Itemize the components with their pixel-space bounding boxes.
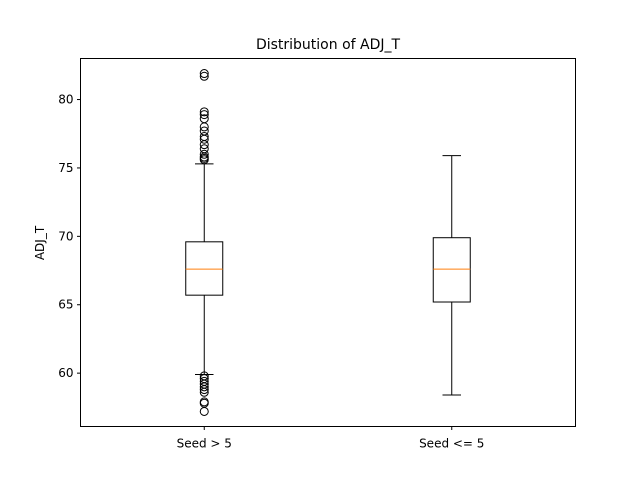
box-iqr bbox=[185, 241, 224, 296]
outlier-point bbox=[199, 382, 209, 392]
outlier-point bbox=[199, 385, 209, 395]
axis-ticks: 60 65 70 75 80 Seed > 5 Seed <= 5 bbox=[58, 93, 484, 451]
y-tick-label: 75 bbox=[58, 161, 73, 175]
outlier-point bbox=[199, 149, 209, 159]
y-tick-label: 70 bbox=[58, 229, 73, 243]
plot-area-frame bbox=[80, 58, 576, 427]
outlier-point bbox=[199, 155, 209, 165]
outlier-point bbox=[199, 110, 209, 120]
y-axis-label: ADJ_T bbox=[33, 225, 47, 260]
x-tick-label: Seed > 5 bbox=[177, 437, 232, 451]
outlier-point bbox=[199, 140, 209, 150]
outlier-point bbox=[199, 71, 209, 81]
x-tick-label: Seed <= 5 bbox=[419, 437, 484, 451]
chart-title: Distribution of ADJ_T bbox=[256, 37, 401, 53]
y-tick-label: 60 bbox=[58, 366, 73, 380]
outlier-point bbox=[199, 406, 209, 416]
y-tick-label: 80 bbox=[58, 93, 73, 107]
outlier-point bbox=[199, 69, 209, 79]
outlier-point bbox=[199, 134, 209, 144]
outlier-point bbox=[199, 107, 209, 117]
y-tick-label: 65 bbox=[58, 298, 73, 312]
box-iqr bbox=[432, 237, 471, 303]
box-group bbox=[185, 69, 224, 416]
outlier-point bbox=[199, 387, 209, 397]
box-group bbox=[432, 155, 471, 396]
boxes-layer bbox=[185, 69, 471, 416]
outlier-point bbox=[199, 122, 209, 132]
